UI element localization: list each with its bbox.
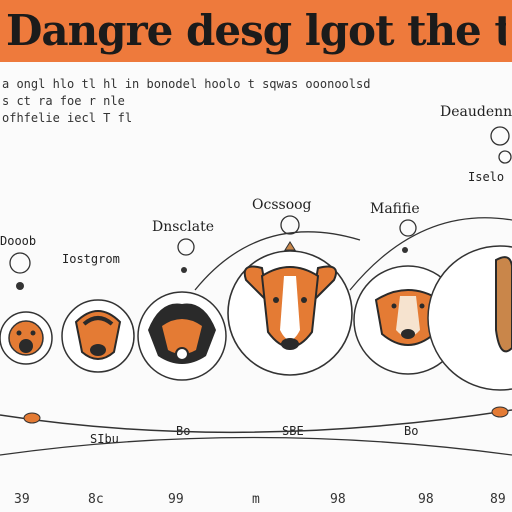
label-mid-right: Mafifie: [370, 201, 420, 217]
footer-mark: 8c: [88, 492, 104, 507]
footer-mark: 99: [168, 492, 184, 507]
footer-mark: 89: [490, 492, 506, 507]
marker-arrow: [284, 241, 296, 251]
footer-mark: 98: [330, 492, 346, 507]
intro-line: a ongl hlo tl hl in bonodel hoolo t sqwa…: [2, 77, 371, 91]
marker-dot: [181, 267, 187, 273]
footer-mark: m: [252, 492, 260, 507]
marker-circle: [177, 238, 195, 256]
title-banner: [0, 0, 512, 62]
dog-stage-4-icon: [227, 250, 353, 376]
marker-circle: [490, 126, 510, 146]
bottom-orange-marker: [23, 406, 509, 424]
marker-circle: [280, 215, 300, 235]
arc-connector: [194, 231, 361, 291]
bottom-label: Bo: [404, 424, 419, 438]
dog-stage-6-icon: [427, 245, 512, 391]
marker-circle: [399, 219, 417, 237]
marker-circle: [9, 252, 31, 274]
page-title: Dangre desg lgot the tre the be: [6, 6, 506, 55]
label-mid-left: Ocssoog: [252, 197, 312, 213]
marker-dot: [16, 282, 24, 290]
timeline-curve: [0, 409, 512, 434]
intro-line: ofhfelie iecl T fl: [2, 111, 133, 125]
footer-mark: 39: [14, 492, 30, 507]
dog-stage-2-icon: [61, 299, 135, 373]
label-top-right: Deaudenno: [440, 104, 512, 120]
intro-text: a ongl hlo tl hl in bonodel hoolo t sqwa…: [2, 76, 502, 127]
label-center-top: Dnsclate: [152, 219, 215, 235]
label-top-right-sub: Iselo: [468, 170, 505, 184]
label-left-b: Iostgrom: [62, 252, 120, 266]
marker-dot: [402, 247, 408, 253]
intro-line: s ct ra foe r nle: [2, 94, 125, 108]
dog-stage-3-icon: [137, 291, 227, 381]
footer-mark: 98: [418, 492, 434, 507]
arc-connector: [349, 217, 512, 291]
label-left-a: Dooob: [0, 234, 37, 248]
dog-stage-1-icon: [0, 311, 53, 365]
timeline-curve-lower: [0, 436, 512, 456]
marker-circle: [498, 150, 512, 164]
